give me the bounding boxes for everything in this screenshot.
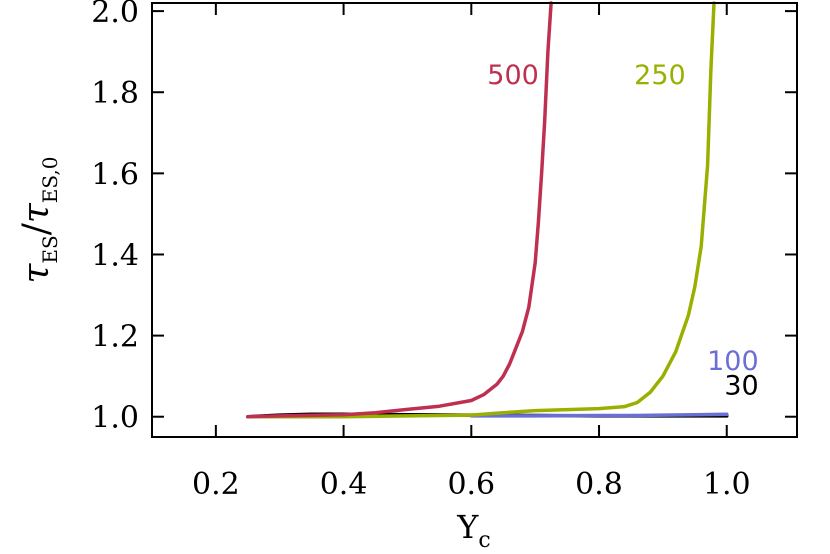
tick-labels-layer: 0.2 0.4 0.6 0.8 1.0 1.0 1.2 1.4 1.6 1.8 2.0 bbox=[91, 0, 750, 502]
x-axis-title-sub: c bbox=[478, 528, 490, 553]
x-axis-title-main: Y bbox=[456, 508, 479, 546]
x-tick-label: 0.6 bbox=[447, 467, 495, 502]
y-axis-title: τES/τES,0 bbox=[16, 157, 62, 284]
y-tick-label: 1.8 bbox=[91, 76, 139, 111]
plot-frame bbox=[151, 2, 798, 438]
series-label-250: 250 bbox=[634, 60, 686, 91]
y-axis-title-num: τ bbox=[16, 262, 57, 283]
y-axis-title-sep: / bbox=[16, 222, 57, 235]
series-label-500: 500 bbox=[487, 60, 539, 91]
y-axis-title-den: τ bbox=[16, 202, 57, 223]
y-axis-title-den-sub: ES,0 bbox=[38, 157, 62, 204]
x-tick-label: 0.8 bbox=[575, 467, 623, 502]
x-tick-label: 0.2 bbox=[192, 467, 240, 502]
y-tick-label: 2.0 bbox=[91, 0, 139, 30]
x-tick-label: 1.0 bbox=[703, 467, 751, 502]
series-label-30: 30 bbox=[724, 370, 758, 401]
y-tick-label: 1.4 bbox=[91, 238, 139, 273]
y-tick-label: 1.0 bbox=[91, 401, 139, 436]
y-tick-label: 1.2 bbox=[91, 320, 139, 355]
series-label-100: 100 bbox=[707, 346, 759, 377]
series-line-100 bbox=[469, 412, 729, 418]
y-axis-title-num-sub: ES bbox=[38, 235, 62, 263]
x-axis-title: Yc bbox=[456, 508, 490, 553]
ticks-layer bbox=[152, 3, 797, 437]
series-layer bbox=[246, 1, 729, 419]
x-tick-label: 0.4 bbox=[320, 467, 368, 502]
y-tick-label: 1.6 bbox=[91, 157, 139, 192]
series-line-500 bbox=[246, 1, 553, 419]
series-line-250 bbox=[246, 1, 716, 419]
